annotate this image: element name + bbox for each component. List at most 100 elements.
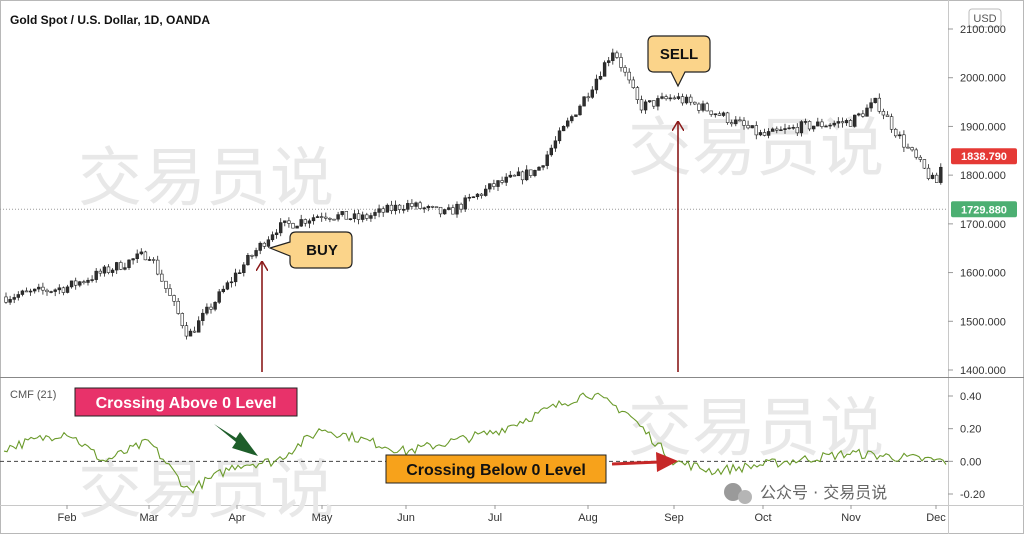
currency-badge[interactable] xyxy=(968,8,1002,28)
candle-body xyxy=(750,125,754,129)
candle-body xyxy=(369,215,373,219)
candle-body xyxy=(660,96,664,99)
candle-body xyxy=(939,166,943,183)
candle-body xyxy=(86,279,90,283)
candle-body xyxy=(537,166,541,171)
candle-body xyxy=(201,312,205,321)
candle-body xyxy=(401,209,406,211)
candle-body xyxy=(406,203,410,210)
candle-body xyxy=(590,89,595,98)
candle-body xyxy=(656,98,660,107)
candle-body xyxy=(549,147,554,156)
candle-body xyxy=(336,214,340,220)
candle-body xyxy=(393,204,398,211)
candle-body xyxy=(889,116,894,130)
candle-body xyxy=(885,114,890,117)
candle-body xyxy=(742,120,746,126)
candle-body xyxy=(832,122,836,126)
currency-badge-label: USD xyxy=(973,13,996,25)
candle-body xyxy=(516,171,521,177)
candle-body xyxy=(496,180,500,187)
candle-body xyxy=(508,174,512,178)
candle-body xyxy=(287,220,291,224)
candle-body xyxy=(787,127,791,130)
candle-body xyxy=(840,121,845,124)
candle-body xyxy=(803,121,808,123)
candle-body xyxy=(471,196,476,199)
reference-price-badge: 1729.880 xyxy=(951,201,1017,218)
candle-body xyxy=(110,269,115,273)
candle-body xyxy=(49,291,53,293)
candle-body xyxy=(65,286,70,293)
candle-body xyxy=(278,222,283,234)
candle-body xyxy=(639,99,644,111)
candle-body xyxy=(869,102,873,109)
candle-body xyxy=(414,202,418,207)
month-label: Dec xyxy=(926,512,946,524)
candle-body xyxy=(500,180,504,183)
candle-body xyxy=(553,140,558,149)
candle-body xyxy=(606,60,611,63)
candle-body xyxy=(647,100,652,103)
candle-body xyxy=(729,122,734,125)
candle-body xyxy=(344,211,348,220)
candle-body xyxy=(693,101,697,105)
candle-body xyxy=(520,171,525,181)
cmf-line xyxy=(3,392,947,494)
crossing-below-callout: Crossing Below 0 Level xyxy=(385,454,607,484)
candle-body xyxy=(672,97,677,100)
candle-body xyxy=(53,289,57,292)
candle-body xyxy=(541,165,545,168)
candle-body xyxy=(721,112,726,116)
candle-body xyxy=(4,296,8,303)
candle-body xyxy=(701,103,705,111)
candle-body xyxy=(426,206,430,209)
candle-body xyxy=(303,219,307,224)
buy-callout-label: BUY xyxy=(306,242,338,259)
candle-body xyxy=(852,114,857,127)
candle-body xyxy=(664,96,668,100)
candle-body xyxy=(348,218,353,221)
candle-body xyxy=(865,107,869,117)
candle-body xyxy=(758,132,763,136)
candle-body xyxy=(918,156,923,160)
candle-body xyxy=(131,258,135,261)
candle-body xyxy=(41,286,45,291)
price-axis: 2100.000 2000.000 1900.000 1800.000 1700.000… xyxy=(948,24,1006,377)
candle-body xyxy=(160,273,164,282)
candle-body xyxy=(266,239,271,247)
candle-body xyxy=(205,306,209,314)
candle-body xyxy=(643,101,648,111)
candle-body xyxy=(848,120,853,127)
candle-body xyxy=(434,206,439,209)
candle-body xyxy=(78,281,82,286)
reference-price-label: 1729.880 xyxy=(961,204,1007,216)
candle-body xyxy=(533,170,537,176)
candle-body xyxy=(246,255,250,266)
candle-body xyxy=(135,253,139,260)
candle-body xyxy=(898,134,902,137)
account-watermark-text: 公众号 · 交易员说 xyxy=(760,483,887,502)
candle-body xyxy=(811,125,816,130)
candle-body xyxy=(410,203,414,207)
buy-callout: BUY xyxy=(268,231,353,269)
candle-body xyxy=(492,183,496,187)
candle-body xyxy=(180,313,184,326)
candle-body xyxy=(291,223,295,229)
candle-body xyxy=(684,96,689,104)
sell-callout-label: SELL xyxy=(660,46,698,63)
candle-body xyxy=(270,234,275,241)
candle-body xyxy=(430,206,435,208)
price-tick-label: 2100.000 xyxy=(960,24,1006,36)
candle-body xyxy=(668,97,672,100)
candle-body xyxy=(102,266,107,274)
candle-body xyxy=(791,127,795,129)
candle-body xyxy=(873,97,877,104)
candle-body xyxy=(463,197,467,210)
candle-body xyxy=(258,242,262,251)
crossing-below-arrow xyxy=(611,452,678,472)
candle-body xyxy=(705,103,709,112)
time-axis: Feb Mar Apr May Jun Jul Aug Sep Oct Nov Dec xyxy=(58,505,946,524)
crossing-below-box xyxy=(385,454,607,484)
